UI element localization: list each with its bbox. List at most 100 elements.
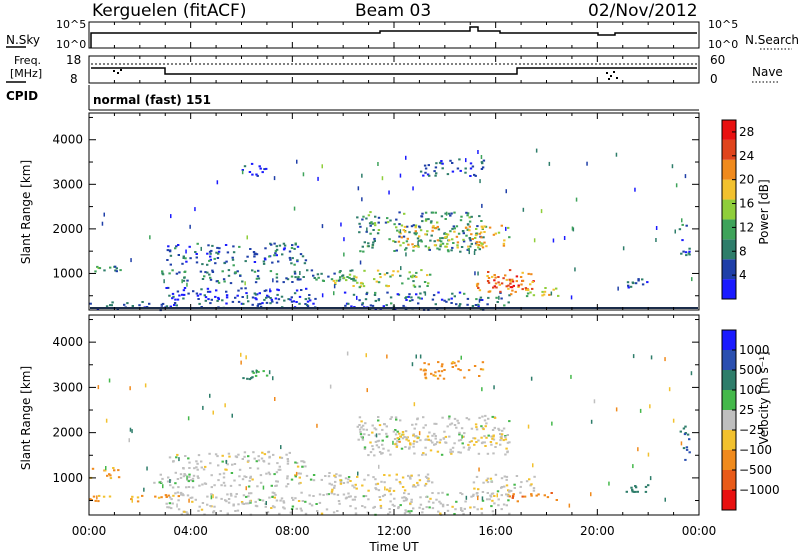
data-cell	[477, 439, 480, 442]
data-cell	[461, 510, 464, 512]
data-cell	[114, 269, 117, 272]
data-cell	[395, 218, 398, 221]
data-cell	[502, 427, 506, 430]
nsearch-tick-bottom: 10^0	[708, 38, 738, 51]
data-cell	[301, 465, 304, 468]
data-cell	[232, 264, 235, 267]
data-cell	[182, 289, 186, 292]
data-cell	[237, 289, 240, 292]
data-cell	[231, 256, 234, 259]
sparse-echo	[181, 279, 183, 284]
data-cell	[243, 165, 247, 168]
nsky-label: N.Sky	[6, 33, 40, 47]
data-cell	[507, 494, 510, 497]
data-cell	[360, 281, 363, 284]
sparse-echo	[388, 190, 390, 195]
data-cell	[359, 225, 362, 228]
data-cell	[320, 512, 324, 515]
data-cell	[287, 298, 290, 301]
data-cell	[484, 414, 487, 417]
data-cell	[474, 174, 477, 177]
data-cell	[474, 242, 478, 245]
data-cell	[486, 477, 490, 480]
data-cell	[327, 475, 331, 478]
data-cell	[186, 512, 189, 515]
sparse-echo	[551, 421, 553, 426]
colorbar-tick-label: −1000	[739, 483, 780, 497]
data-cell	[519, 276, 523, 278]
data-cell	[490, 443, 493, 446]
data-cell	[225, 290, 228, 293]
data-cell	[299, 507, 302, 510]
data-cell	[243, 451, 247, 454]
data-cell	[530, 494, 533, 497]
data-cell	[288, 250, 292, 253]
data-cell	[396, 293, 399, 296]
data-cell	[407, 243, 410, 246]
freq-tick-bottom: 8	[70, 72, 78, 86]
sparse-echo	[329, 384, 332, 389]
data-cell	[221, 270, 224, 273]
colorbar-segment	[722, 470, 736, 490]
data-cell	[360, 435, 363, 438]
data-cell	[517, 286, 520, 288]
data-cell	[392, 430, 396, 433]
sparse-echo	[245, 486, 247, 491]
data-cell	[350, 278, 353, 280]
data-cell	[436, 308, 439, 311]
data-cell	[358, 424, 361, 426]
data-cell	[688, 438, 691, 441]
data-cell	[478, 232, 481, 235]
sparse-echo	[186, 282, 188, 287]
sparse-echo	[664, 357, 666, 362]
data-cell	[231, 463, 234, 466]
data-cell	[236, 270, 239, 273]
data-cell	[507, 493, 510, 496]
data-cell	[449, 423, 452, 426]
data-cell	[191, 500, 194, 503]
data-cell	[299, 481, 302, 484]
data-cell	[462, 232, 465, 235]
data-cell	[306, 300, 310, 303]
data-cell	[468, 220, 472, 223]
data-cell	[174, 298, 177, 301]
data-cell	[477, 488, 480, 491]
data-cell	[343, 291, 347, 294]
data-cell	[105, 305, 109, 308]
sparse-echo	[481, 387, 483, 392]
data-cell	[532, 489, 536, 492]
data-cell	[421, 511, 424, 514]
data-cell	[439, 237, 442, 240]
data-cell	[515, 280, 518, 283]
data-cell	[182, 297, 185, 300]
sparse-echo	[412, 186, 414, 191]
data-cell	[398, 432, 401, 435]
data-cell	[479, 296, 483, 299]
data-cell	[169, 305, 172, 308]
data-cell	[369, 304, 373, 307]
sparse-echo	[194, 207, 196, 212]
data-cell	[223, 484, 227, 487]
data-cell	[374, 224, 377, 227]
colorbar-tick-label: 24	[739, 149, 754, 163]
data-cell	[362, 285, 366, 288]
data-cell	[274, 252, 277, 255]
data-cell	[411, 485, 415, 488]
data-cell	[233, 463, 237, 465]
data-cell	[328, 482, 331, 485]
data-cell	[203, 275, 206, 278]
data-cell	[459, 492, 462, 494]
data-cell	[525, 295, 529, 298]
data-cell	[316, 510, 319, 512]
data-cell	[458, 158, 461, 161]
data-cell	[500, 435, 503, 438]
data-cell	[418, 506, 421, 509]
data-cell	[226, 512, 229, 515]
data-cell	[214, 295, 217, 298]
data-cell	[446, 233, 450, 236]
data-cell	[442, 437, 446, 440]
data-cell	[254, 374, 258, 377]
data-cell	[414, 485, 417, 488]
data-cell	[210, 486, 213, 489]
data-cell	[175, 245, 178, 248]
